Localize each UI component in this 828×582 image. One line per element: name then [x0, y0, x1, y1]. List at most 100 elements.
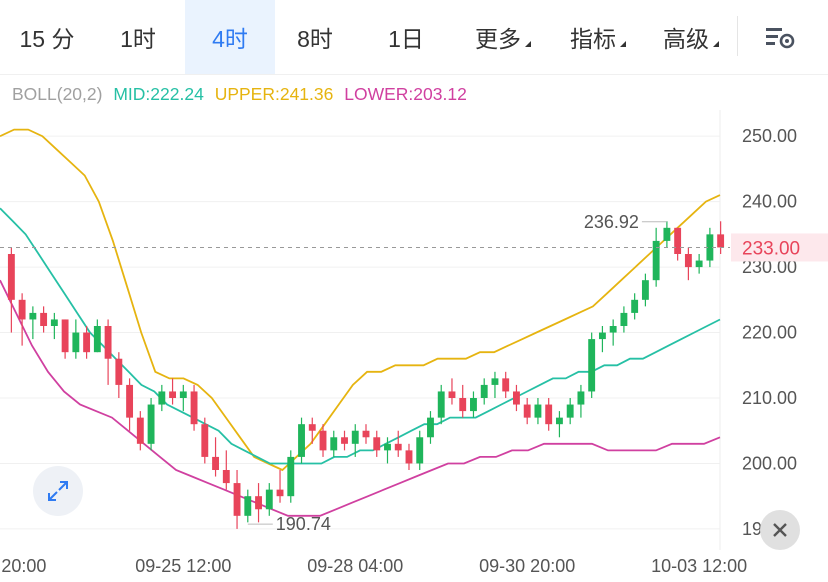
candle-body — [169, 391, 177, 398]
y-tick-label: 240.00 — [742, 192, 797, 212]
candle-body — [29, 312, 37, 320]
tab-4[interactable]: 1日 — [366, 0, 446, 74]
candle-body — [717, 234, 725, 248]
x-tick-label: 09-30 20:00 — [479, 556, 575, 576]
candle-body — [136, 417, 144, 444]
candle-body — [126, 384, 134, 418]
low-price-label: 190.74 — [276, 514, 331, 534]
candle-body — [233, 483, 241, 516]
y-tick-label: 200.00 — [742, 453, 797, 473]
tab-label: 1时 — [120, 26, 156, 52]
high-price-label: 236.92 — [584, 212, 639, 232]
candle-body — [7, 254, 15, 300]
tab-1[interactable]: 1时 — [100, 0, 176, 74]
candle-body — [222, 470, 230, 484]
boll-lower: LOWER:203.12 — [344, 84, 467, 104]
candle-body — [298, 424, 305, 457]
chart-settings-button[interactable] — [760, 20, 800, 56]
candle-body — [405, 450, 413, 464]
candle-body — [384, 443, 391, 451]
tab-label: 高级 — [663, 26, 709, 52]
boll-name: BOLL(20,2) — [12, 84, 103, 104]
y-tick-label: 210.00 — [742, 388, 797, 408]
candle-body — [545, 404, 553, 425]
candle-body — [631, 299, 639, 313]
candle-body — [212, 456, 219, 470]
current-price-label: 233.00 — [742, 238, 800, 259]
candle-body — [523, 404, 531, 418]
candle-body — [513, 391, 520, 405]
candle-body — [276, 489, 284, 497]
candle-body — [158, 391, 166, 405]
candle-body — [641, 280, 649, 300]
candle-body — [341, 437, 348, 444]
candle-body — [706, 234, 714, 261]
candle-body — [255, 496, 262, 510]
tab-label: 1日 — [388, 26, 424, 52]
candle-body — [308, 424, 316, 431]
chart-settings-icon — [766, 28, 795, 49]
candle-body — [598, 332, 606, 340]
dropdown-triangle-icon — [525, 41, 531, 47]
candle-body — [40, 312, 48, 326]
tab-label: 8时 — [297, 26, 333, 52]
candle-body — [72, 332, 80, 353]
x-tick-label: 09-28 04:00 — [307, 556, 403, 576]
candle-body — [351, 430, 359, 444]
boll-mid: MID:222.24 — [113, 84, 204, 104]
candle-body — [394, 443, 402, 451]
candle-body — [674, 227, 682, 254]
candle-body — [427, 417, 434, 438]
tab-7[interactable]: 高级 — [648, 0, 734, 74]
y-tick-label: 220.00 — [742, 323, 797, 343]
candle-body — [470, 398, 477, 412]
boll-upper-line — [0, 128, 721, 472]
candle-body — [104, 326, 112, 359]
candle-body — [491, 378, 499, 385]
tab-2[interactable]: 4时 — [185, 0, 275, 74]
candle-body — [373, 437, 381, 451]
candle-body — [588, 339, 596, 392]
candle-body — [319, 430, 327, 451]
candle-body — [147, 404, 155, 444]
boll-indicator-readout: BOLL(20,2) MID:222.24 UPPER:241.36 LOWER… — [12, 84, 473, 105]
y-tick-label: 250.00 — [742, 126, 797, 146]
candle-body — [179, 391, 187, 398]
candle-body — [663, 227, 671, 241]
candle-body — [416, 437, 424, 464]
candle-body — [362, 430, 370, 438]
candle-body — [577, 391, 585, 405]
candle-body — [459, 398, 467, 412]
expand-chart-button[interactable] — [33, 466, 83, 516]
tab-label: 指标 — [570, 26, 616, 52]
tab-0[interactable]: 15 分 — [12, 0, 82, 74]
candle-body — [50, 319, 58, 326]
tab-label: 15 分 — [19, 26, 75, 52]
candle-body — [115, 358, 123, 385]
candle-body — [265, 489, 273, 510]
candle-body — [448, 391, 456, 398]
candle-body — [609, 326, 617, 333]
tab-5[interactable]: 更多 — [460, 0, 546, 74]
dropdown-triangle-icon — [620, 41, 626, 47]
candle-body — [684, 254, 692, 268]
candle-body — [480, 384, 488, 398]
candle-body — [190, 391, 198, 425]
candle-body — [61, 319, 69, 353]
tab-6[interactable]: 指标 — [555, 0, 641, 74]
close-chart-button[interactable] — [760, 510, 800, 550]
expand-arrows-icon — [48, 481, 68, 501]
toolbar-separator — [0, 74, 828, 75]
tab-3[interactable]: 8时 — [275, 0, 355, 74]
candle-body — [18, 299, 26, 320]
candle-body — [502, 378, 510, 392]
x-tick-label: 09-25 12:00 — [135, 556, 231, 576]
timeframe-tab-bar: 15 分 1时 4时 8时 1日 更多 指标 高级 — [0, 0, 828, 74]
candlestick-chart[interactable]: 250.00 240.00 230.00 220.00 210.00 200.00 190.… — [0, 110, 828, 582]
tab-label: 更多 — [475, 26, 521, 52]
candle-body — [620, 312, 628, 326]
current-price-badge — [731, 233, 828, 262]
tab-label: 4时 — [212, 26, 248, 52]
candle-body — [695, 260, 703, 268]
candle-body — [244, 496, 252, 516]
